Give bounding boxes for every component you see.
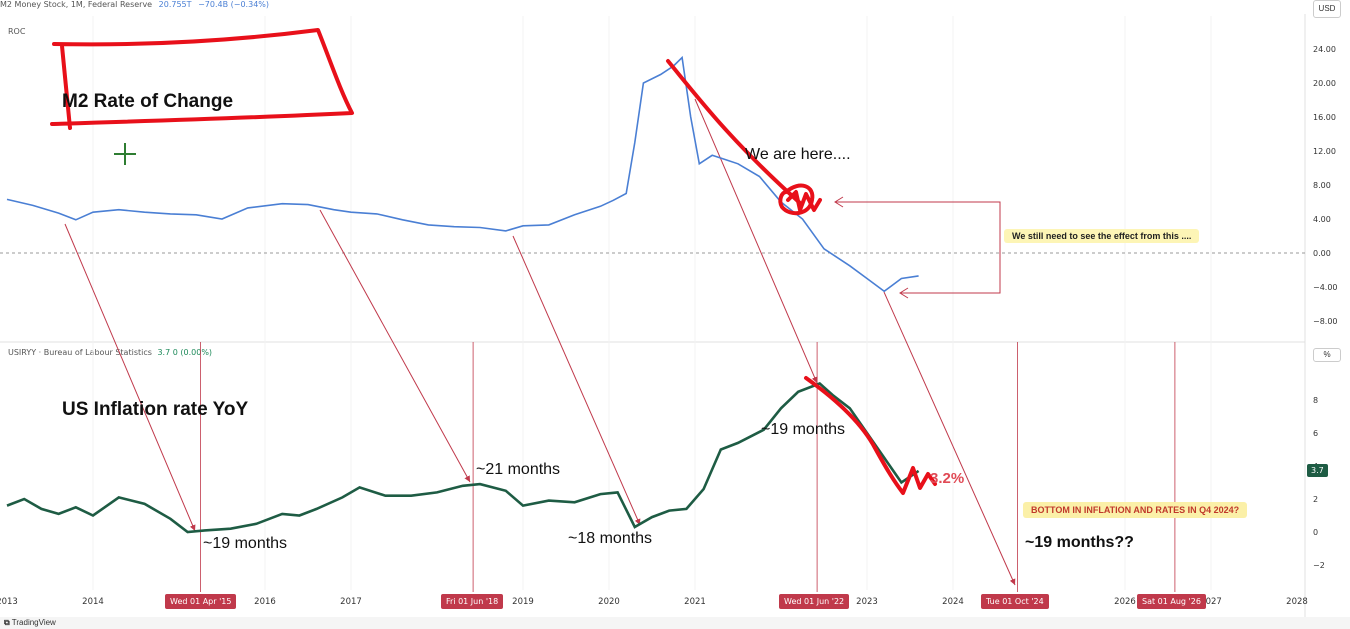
- cpi-now-label: 3.2%: [930, 470, 965, 487]
- x-tick-label: 2019: [512, 597, 534, 607]
- unit-button[interactable]: %: [1313, 348, 1341, 362]
- lag-label-2: ~21 months: [476, 461, 561, 478]
- m2-roc-line: [6, 55, 919, 293]
- upper-y-tick: 16.00: [1313, 113, 1336, 122]
- tradingview-icon: ⧉: [4, 618, 10, 627]
- lower-y-tick: 6: [1313, 429, 1318, 438]
- roc-label: ROC: [8, 27, 26, 36]
- x-tick-label: 2024: [942, 597, 964, 607]
- date-marker-1: Wed 01 Apr '15: [165, 594, 237, 609]
- m2-trend-scribble: [666, 59, 802, 205]
- upper-y-tick: 24.00: [1313, 45, 1336, 54]
- upper-y-tick: 0.00: [1313, 249, 1331, 258]
- bracket-arrowhead-bottom: [899, 287, 909, 299]
- crosshair-icon: [114, 143, 136, 165]
- lower-value: 3.7: [157, 348, 171, 357]
- upper-header: M2 Money Stock, 1M, Federal Reserve 20.7…: [0, 0, 1305, 14]
- still-need-note: We still need to see the effect from thi…: [1004, 229, 1200, 243]
- upper-y-tick: −4.00: [1313, 283, 1338, 292]
- lower-y-tick: 8: [1313, 396, 1318, 405]
- lower-y-tick: 2: [1313, 495, 1318, 504]
- date-marker-2: Fri 01 Jun '18: [441, 594, 504, 609]
- lag-arrow-4: [694, 98, 818, 384]
- lower-y-tick: 0: [1313, 528, 1318, 537]
- lag-arrow-1: [64, 223, 196, 532]
- x-tick-label: 2020: [598, 597, 620, 607]
- x-tick-label: 2014: [82, 597, 104, 607]
- upper-y-tick: 8.00: [1313, 181, 1331, 190]
- lag-label-3: ~18 months: [568, 530, 653, 547]
- bracket-arrowhead-top: [834, 196, 844, 208]
- x-tick-label: 2023: [856, 597, 878, 607]
- date-marker-3: Wed 01 Jun '22: [779, 594, 850, 609]
- bracket-line: [835, 201, 1001, 294]
- lag-arrow-5: [883, 291, 1016, 586]
- x-tick-label: 2028: [1286, 597, 1308, 607]
- lower-change: 0 (0.00%): [172, 348, 213, 357]
- we-are-here-scribble: [778, 183, 822, 216]
- lower-header: USIRYY · Bureau of Labour Statistics 3.7…: [8, 348, 212, 357]
- title-box-scribble: [50, 28, 354, 130]
- date-marker-4: Tue 01 Oct '24: [981, 594, 1049, 609]
- lower-y-tick: −2: [1313, 561, 1325, 570]
- upper-change: −70.4B (−0.34%): [198, 0, 269, 9]
- lower-series-name: USIRYY · Bureau of Labour Statistics: [8, 348, 152, 357]
- lag-label-5: ~19 months??: [1025, 534, 1134, 551]
- upper-series-name: M2 Money Stock, 1M, Federal Reserve: [0, 0, 153, 9]
- tradingview-logo[interactable]: ⧉ TradingView: [4, 618, 56, 628]
- lag-arrow-2: [319, 209, 471, 483]
- last-value-badge: 3.7: [1307, 464, 1328, 477]
- upper-y-tick: 4.00: [1313, 215, 1331, 224]
- lag-label-1: ~19 months: [203, 535, 288, 552]
- x-tick-label: 2026: [1114, 597, 1136, 607]
- currency-button[interactable]: USD: [1313, 0, 1341, 18]
- cpi-title: US Inflation rate YoY: [62, 399, 249, 420]
- m2-title: M2 Rate of Change: [62, 91, 234, 112]
- cpi-line: [6, 382, 920, 534]
- x-tick-label: 2017: [340, 597, 362, 607]
- upper-y-tick: 12.00: [1313, 147, 1336, 156]
- upper-y-tick: −8.00: [1313, 317, 1338, 326]
- lag-label-4: ~19 months: [761, 421, 846, 438]
- date-marker-5: Sat 01 Aug '26: [1137, 594, 1206, 609]
- lag-arrow-3: [512, 235, 641, 526]
- upper-value: 20.755T: [158, 0, 192, 9]
- footer-bar: [0, 617, 1350, 629]
- x-tick-label: 2021: [684, 597, 706, 607]
- bottom-call-note: BOTTOM IN INFLATION AND RATES IN Q4 2024…: [1023, 502, 1248, 518]
- x-tick-label: 2027: [1200, 597, 1222, 607]
- cpi-trend-scribble: [804, 376, 937, 495]
- x-tick-label: 2016: [254, 597, 276, 607]
- we-are-here-text: We are here....: [745, 146, 851, 163]
- upper-y-tick: 20.00: [1313, 79, 1336, 88]
- tradingview-label: TradingView: [11, 618, 56, 627]
